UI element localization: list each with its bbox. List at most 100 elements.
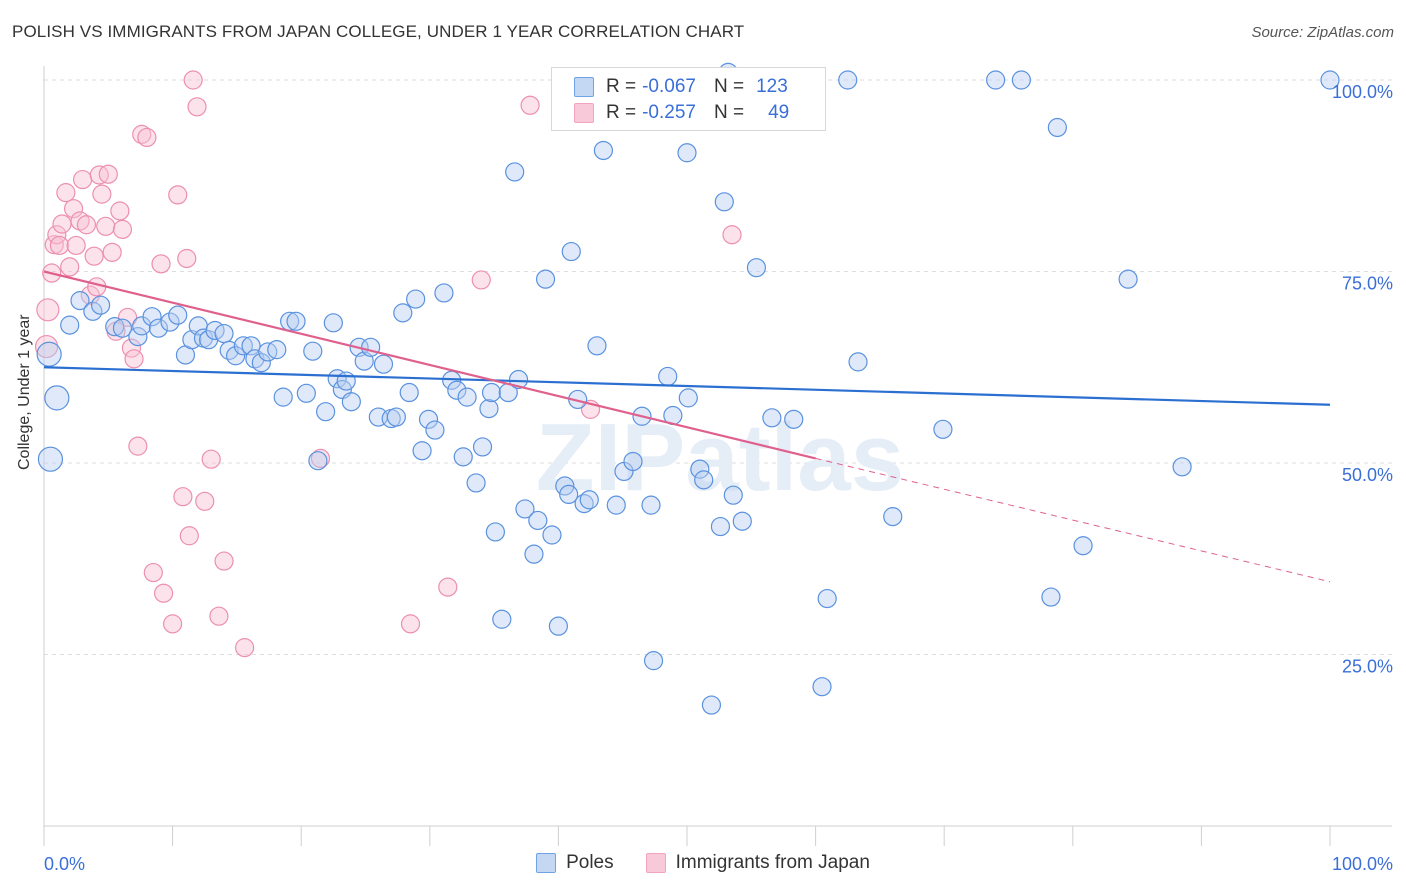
poles-point bbox=[606, 495, 626, 515]
x-tick-label: 0.0% bbox=[44, 854, 85, 874]
poles-point bbox=[36, 341, 62, 367]
legend-label-poles: Poles bbox=[566, 852, 614, 873]
japan-point bbox=[400, 614, 421, 634]
x-tick-labels: 0.0% 100.0% bbox=[44, 854, 1393, 874]
poles-point bbox=[373, 354, 394, 374]
trend-lines bbox=[43, 270, 1331, 583]
poles-point bbox=[457, 387, 477, 407]
japan-point bbox=[722, 225, 742, 245]
y-tick-label: 75.0% bbox=[1342, 274, 1393, 294]
legend-label-japan: Immigrants from Japan bbox=[675, 852, 870, 873]
poles-point bbox=[453, 447, 473, 467]
japan-point bbox=[151, 254, 171, 274]
poles-point bbox=[784, 409, 804, 429]
poles-point bbox=[1320, 70, 1340, 90]
y-tick-label: 100.0% bbox=[1332, 82, 1393, 102]
japan-point bbox=[187, 97, 207, 117]
n-value: 49 bbox=[768, 102, 790, 123]
r-value: -0.067 bbox=[642, 76, 696, 97]
poles-point bbox=[817, 588, 837, 609]
poles-point bbox=[732, 511, 752, 531]
legend-item-poles: Poles bbox=[536, 852, 614, 874]
legend-row-japan: R = -0.257 N = 49 bbox=[574, 100, 789, 126]
series-immigrants-from-japan bbox=[34, 70, 742, 658]
poles-point bbox=[399, 382, 419, 403]
japan-point bbox=[84, 246, 104, 266]
japan-point bbox=[102, 242, 122, 262]
poles-point bbox=[548, 616, 569, 636]
japan-point bbox=[214, 551, 234, 571]
japan-point bbox=[201, 449, 221, 469]
poles-point bbox=[986, 70, 1006, 90]
poles-point bbox=[542, 525, 562, 545]
stats-legend: R = -0.067 N = 123 R = -0.257 N = 49 bbox=[551, 67, 826, 131]
poles-point bbox=[1041, 587, 1061, 607]
japan-point bbox=[76, 215, 97, 235]
japan-point bbox=[96, 216, 116, 236]
japan-point bbox=[60, 257, 80, 277]
japan-point bbox=[179, 526, 199, 546]
poles-point bbox=[160, 312, 180, 332]
poles-point bbox=[505, 162, 525, 182]
poles-point bbox=[316, 402, 336, 422]
poles-point bbox=[723, 485, 743, 505]
watermark: ZIPatlas bbox=[536, 404, 904, 511]
poles-point bbox=[148, 318, 169, 338]
poles-point bbox=[641, 495, 661, 515]
japan-point bbox=[183, 70, 203, 90]
poles-point bbox=[406, 289, 426, 309]
japan-point bbox=[235, 638, 255, 658]
poles-point bbox=[83, 301, 103, 321]
poles-point bbox=[412, 441, 432, 461]
r-label: R = bbox=[606, 76, 637, 97]
poles-point bbox=[710, 516, 731, 537]
poles-point bbox=[1047, 117, 1067, 138]
poles-point bbox=[1118, 269, 1138, 289]
poles-point bbox=[479, 399, 499, 419]
japan-point bbox=[520, 95, 540, 115]
japan-point bbox=[92, 184, 112, 204]
poles-point bbox=[561, 241, 581, 262]
poles-point bbox=[418, 409, 439, 429]
poles-point bbox=[883, 507, 903, 527]
japan-point bbox=[195, 491, 215, 511]
poles-point bbox=[694, 470, 714, 490]
poles-point bbox=[323, 313, 343, 333]
poles-point bbox=[70, 291, 90, 311]
poles-point bbox=[296, 383, 316, 403]
poles-point bbox=[393, 303, 413, 323]
poles-point bbox=[233, 336, 253, 356]
japan-point bbox=[153, 583, 174, 603]
poles-point bbox=[434, 283, 454, 303]
poles-point bbox=[535, 269, 556, 289]
japan-trend-extension bbox=[815, 457, 1331, 583]
poles-legend-swatch bbox=[536, 853, 557, 873]
poles-point bbox=[251, 353, 271, 373]
chart-source: Source: ZipAtlas.com bbox=[1251, 24, 1394, 41]
gridlines bbox=[44, 79, 1392, 655]
poles-point bbox=[44, 385, 70, 411]
japan-point bbox=[438, 577, 458, 597]
poles-trend-line bbox=[43, 366, 1331, 406]
japan-point bbox=[63, 199, 84, 219]
poles-point bbox=[574, 493, 594, 514]
axes bbox=[43, 66, 1392, 846]
japan-point bbox=[177, 248, 197, 269]
poles-point bbox=[273, 387, 293, 407]
poles-point bbox=[678, 388, 698, 408]
poles-point bbox=[1011, 70, 1031, 90]
poles-point bbox=[485, 522, 505, 542]
n-value: 123 bbox=[756, 76, 788, 97]
poles-point bbox=[472, 437, 493, 457]
chart-title: POLISH VS IMMIGRANTS FROM JAPAN COLLEGE,… bbox=[12, 22, 745, 41]
legend-row-poles: R = -0.067 N = 123 bbox=[574, 74, 788, 100]
japan-point bbox=[56, 183, 76, 203]
poles-point bbox=[128, 327, 148, 347]
poles-point bbox=[933, 419, 953, 439]
poles-point bbox=[746, 258, 767, 278]
poles-point bbox=[386, 407, 406, 427]
japan-point bbox=[112, 219, 133, 239]
japan-point bbox=[163, 614, 183, 634]
poles-point bbox=[714, 192, 734, 212]
